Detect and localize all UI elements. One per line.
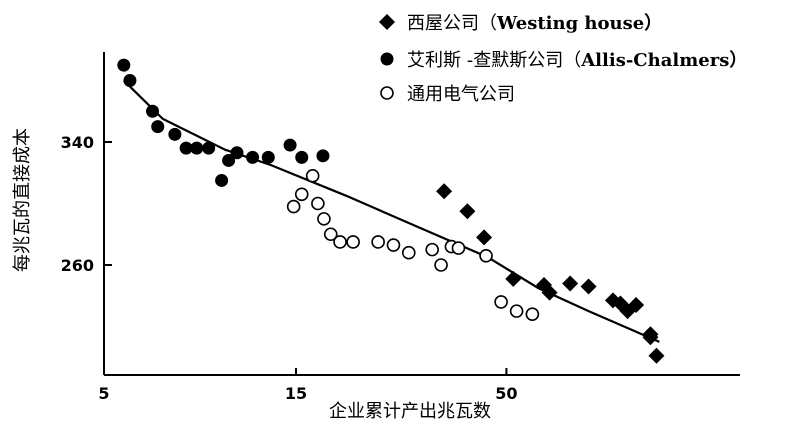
data-point-general-electric-11 bbox=[425, 242, 439, 257]
y-tick-label-340: 340 bbox=[61, 133, 94, 152]
legend-label-en-westinghouse: Westing house） bbox=[496, 13, 662, 34]
data-point-westinghouse-6 bbox=[562, 275, 579, 292]
data-point-westinghouse-3 bbox=[505, 270, 522, 287]
data-point-allis-chalmers-2 bbox=[146, 104, 160, 118]
data-point-westinghouse-7 bbox=[580, 278, 597, 295]
trend-line-group bbox=[123, 79, 660, 343]
legend-marker-westinghouse bbox=[379, 14, 395, 30]
data-point-general-electric-0 bbox=[286, 199, 301, 214]
data-point-allis-chalmers-4 bbox=[168, 127, 182, 141]
data-point-westinghouse-2 bbox=[476, 229, 493, 246]
data-point-general-electric-16 bbox=[494, 295, 508, 309]
legend-item-allis-chalmers: 艾利斯 -查默斯公司（Allis-Chalmers） bbox=[380, 50, 747, 71]
x-tick-label-15: 15 bbox=[285, 384, 307, 403]
x-tick-label-50: 50 bbox=[495, 384, 517, 403]
y-ticks: 340 260 bbox=[61, 133, 112, 275]
data-points bbox=[117, 58, 665, 364]
data-point-allis-chalmers-8 bbox=[215, 173, 229, 187]
data-point-allis-chalmers-3 bbox=[151, 120, 165, 134]
data-point-allis-chalmers-15 bbox=[316, 149, 330, 163]
data-point-allis-chalmers-1 bbox=[123, 74, 137, 87]
data-point-allis-chalmers-5 bbox=[179, 141, 193, 155]
data-point-westinghouse-1 bbox=[459, 203, 476, 220]
y-tick-label-260: 260 bbox=[61, 256, 94, 275]
data-point-allis-chalmers-13 bbox=[283, 138, 297, 152]
axes bbox=[103, 52, 740, 376]
data-point-allis-chalmers-10 bbox=[230, 146, 244, 160]
data-point-general-electric-8 bbox=[371, 235, 385, 249]
data-point-general-electric-9 bbox=[386, 238, 401, 252]
data-point-general-electric-18 bbox=[525, 307, 540, 322]
legend-label-allis-chalmers: 艾利斯 -查默斯公司（Allis-Chalmers） bbox=[407, 50, 747, 71]
legend-marker-allis-chalmers bbox=[380, 52, 394, 66]
series-allis-chalmers bbox=[117, 58, 330, 187]
legend: 西屋公司（Westing house） 艾利斯 -查默斯公司（Allis-Chal… bbox=[379, 13, 747, 105]
data-point-general-electric-3 bbox=[311, 196, 325, 211]
data-point-general-electric-10 bbox=[401, 245, 416, 260]
legend-label-zh-westinghouse: 西屋公司（ bbox=[407, 13, 497, 34]
data-point-general-electric-14 bbox=[451, 241, 466, 255]
data-point-westinghouse-13 bbox=[642, 329, 659, 346]
data-point-allis-chalmers-11 bbox=[246, 150, 260, 164]
data-point-general-electric-6 bbox=[333, 235, 347, 249]
data-point-general-electric-12 bbox=[434, 258, 448, 272]
data-point-allis-chalmers-0 bbox=[117, 58, 131, 72]
data-point-general-electric-7 bbox=[346, 235, 360, 249]
series-general-electric bbox=[286, 169, 540, 322]
legend-label-westinghouse: 西屋公司（Westing house） bbox=[407, 13, 662, 34]
data-point-allis-chalmers-7 bbox=[202, 141, 216, 155]
x-tick-label-5: 5 bbox=[98, 384, 109, 403]
data-point-general-electric-1 bbox=[294, 187, 309, 202]
data-point-allis-chalmers-12 bbox=[261, 150, 275, 164]
data-point-general-electric-4 bbox=[317, 212, 331, 226]
trend-line bbox=[123, 79, 660, 343]
x-axis-label: 企业累计产出兆瓦数 bbox=[329, 401, 491, 422]
data-point-general-electric-15 bbox=[479, 248, 493, 263]
data-point-general-electric-5 bbox=[323, 227, 338, 242]
data-point-westinghouse-14 bbox=[648, 347, 665, 364]
x-ticks: 5 15 50 bbox=[98, 368, 518, 403]
data-point-allis-chalmers-6 bbox=[190, 141, 204, 155]
data-point-allis-chalmers-14 bbox=[295, 150, 309, 164]
data-point-westinghouse-11 bbox=[628, 296, 645, 313]
data-point-allis-chalmers-9 bbox=[222, 153, 236, 167]
data-point-general-electric-17 bbox=[509, 304, 524, 318]
data-point-westinghouse-5 bbox=[541, 284, 558, 301]
legend-item-general-electric: 通用电气公司 bbox=[380, 84, 515, 105]
legend-item-westinghouse: 西屋公司（Westing house） bbox=[379, 13, 662, 34]
y-axis-label: 每兆瓦的直接成本 bbox=[12, 128, 33, 272]
legend-label-zh-allis-chalmers: 艾利斯 -查默斯公司（ bbox=[407, 50, 581, 71]
legend-label-general-electric: 通用电气公司 bbox=[407, 84, 515, 105]
legend-marker-general-electric bbox=[380, 86, 394, 100]
legend-label-en-allis-chalmers: Allis-Chalmers） bbox=[580, 50, 747, 71]
series-westinghouse bbox=[436, 183, 665, 364]
data-point-general-electric-2 bbox=[305, 169, 320, 183]
data-point-westinghouse-0 bbox=[436, 183, 453, 200]
legend-label-zh-general-electric: 通用电气公司 bbox=[407, 84, 515, 105]
